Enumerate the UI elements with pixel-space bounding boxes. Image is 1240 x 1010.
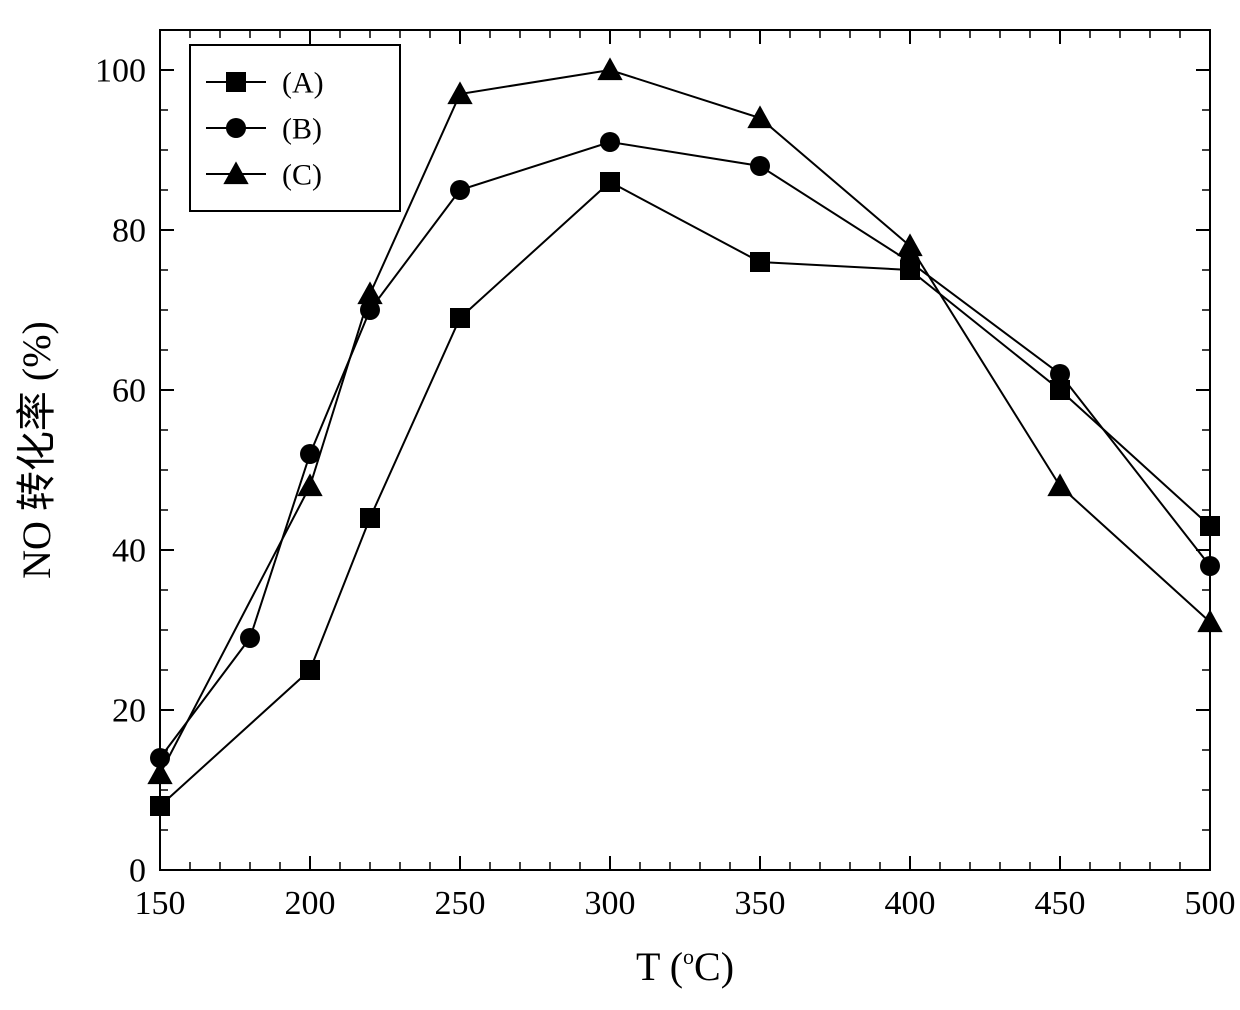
legend-label: (C) [282,159,322,192]
x-tick-label: 400 [885,885,936,922]
y-tick-label: 100 [95,52,146,89]
y-tick-label: 60 [112,372,146,409]
x-tick-label: 250 [435,885,486,922]
x-tick-label: 300 [585,885,636,922]
legend: (A) (B) (C) [190,45,400,211]
y-tick-label: 20 [112,692,146,729]
x-axis-label: T (oC) [636,944,734,989]
y-axis-label: NO 转化率 (%) [14,321,59,579]
line-chart: 150 200 250 300 350 400 450 500 0 20 40 60 80 100 T (o… [0,0,1240,1010]
x-tick-label: 200 [285,885,336,922]
y-tick-label: 80 [112,212,146,249]
x-tick-label: 350 [735,885,786,922]
y-tick-label: 0 [129,852,146,889]
x-tick-label: 500 [1185,885,1236,922]
x-tick-label: 450 [1035,885,1086,922]
x-tick-label: 150 [135,885,186,922]
legend-label: (A) [282,67,324,100]
y-tick-label: 40 [112,532,146,569]
chart-container: 150 200 250 300 350 400 450 500 0 20 40 60 80 100 T (o… [0,0,1240,1010]
legend-label: (B) [282,113,322,146]
